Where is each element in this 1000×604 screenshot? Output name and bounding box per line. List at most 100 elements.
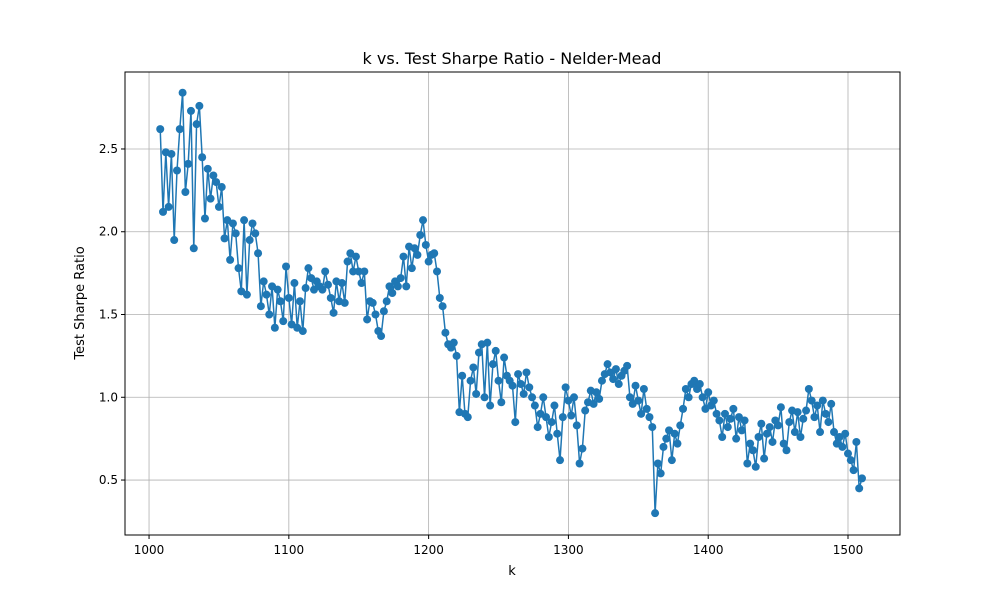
data-point [385,282,394,291]
data-point [368,298,377,307]
data-point [631,381,640,390]
data-point [718,433,727,442]
data-point [458,371,467,380]
grid [125,72,900,535]
data-point [511,418,520,427]
data-point [452,351,461,360]
data-point [488,360,497,369]
data-point [743,459,752,468]
data-point [547,418,556,427]
data-point [855,484,864,493]
data-point [494,376,503,385]
y-tick-label: 1.5 [99,308,118,322]
data-point [533,423,542,432]
data-point [228,219,237,228]
data-point [388,288,397,297]
data-point [500,353,509,362]
data-point [760,454,769,463]
data-point [354,267,363,276]
data-point [410,244,419,253]
data-point [349,267,358,276]
data-point [480,393,489,402]
x-tick-label: 1400 [693,543,724,557]
data-point [746,439,755,448]
data-point [542,413,551,422]
data-point [589,399,598,408]
data-point [326,293,335,302]
data-point [857,474,866,483]
data-point [656,469,665,478]
data-point [220,234,229,243]
data-point [570,393,579,402]
data-point [279,317,288,326]
data-point [198,153,207,162]
x-axis-label: k [508,564,516,579]
data-point [265,310,274,319]
data-point [715,416,724,425]
data-point [720,409,729,418]
data-point [561,383,570,392]
data-point [539,393,548,402]
x-tick-label: 1500 [833,543,864,557]
data-point [402,282,411,291]
data-point [726,414,735,423]
data-point [497,398,506,407]
data-point [662,434,671,443]
data-point [614,380,623,389]
data-point [186,106,195,115]
data-point [528,393,537,402]
data-point [642,404,651,413]
data-point [667,456,676,465]
data-point [799,414,808,423]
data-point [525,383,534,392]
data-point [553,429,562,438]
data-point [393,282,402,291]
data-point [698,393,707,402]
data-point [256,302,265,311]
data-point [192,120,201,129]
data-point [321,267,330,276]
data-point [340,298,349,307]
data-point [276,297,285,306]
data-point [776,403,785,412]
data-point [164,202,173,211]
data-point [318,285,327,294]
data-point [729,404,738,413]
data-point [491,346,500,355]
data-point [379,307,388,316]
data-point [838,442,847,451]
chart-title: k vs. Test Sharpe Ratio - Nelder-Mead [363,49,662,68]
data-point [670,429,679,438]
data-point [704,388,713,397]
data-point [396,274,405,283]
data-point [301,284,310,293]
data-point [818,396,827,405]
data-point [603,360,612,369]
data-point [790,428,799,437]
x-tick-label: 1200 [413,543,444,557]
data-point [273,285,282,294]
data-point [645,413,654,422]
data-point [337,279,346,288]
data-point [592,388,601,397]
data-point [575,459,584,468]
data-point [360,267,369,276]
data-point [651,509,660,518]
data-point [804,384,813,393]
data-point [357,279,366,288]
data-point [751,462,760,471]
data-point [852,437,861,446]
data-point [343,257,352,266]
data-point [323,280,332,289]
data-point [762,429,771,438]
data-point [516,380,525,389]
data-point [514,370,523,379]
data-point [173,166,182,175]
data-point [637,409,646,418]
data-point [522,368,531,377]
data-point [262,290,271,299]
data-point [351,252,360,261]
data-point [578,444,587,453]
y-axis-label: Test Sharpe Ratio [73,246,88,360]
data-point [200,214,209,223]
